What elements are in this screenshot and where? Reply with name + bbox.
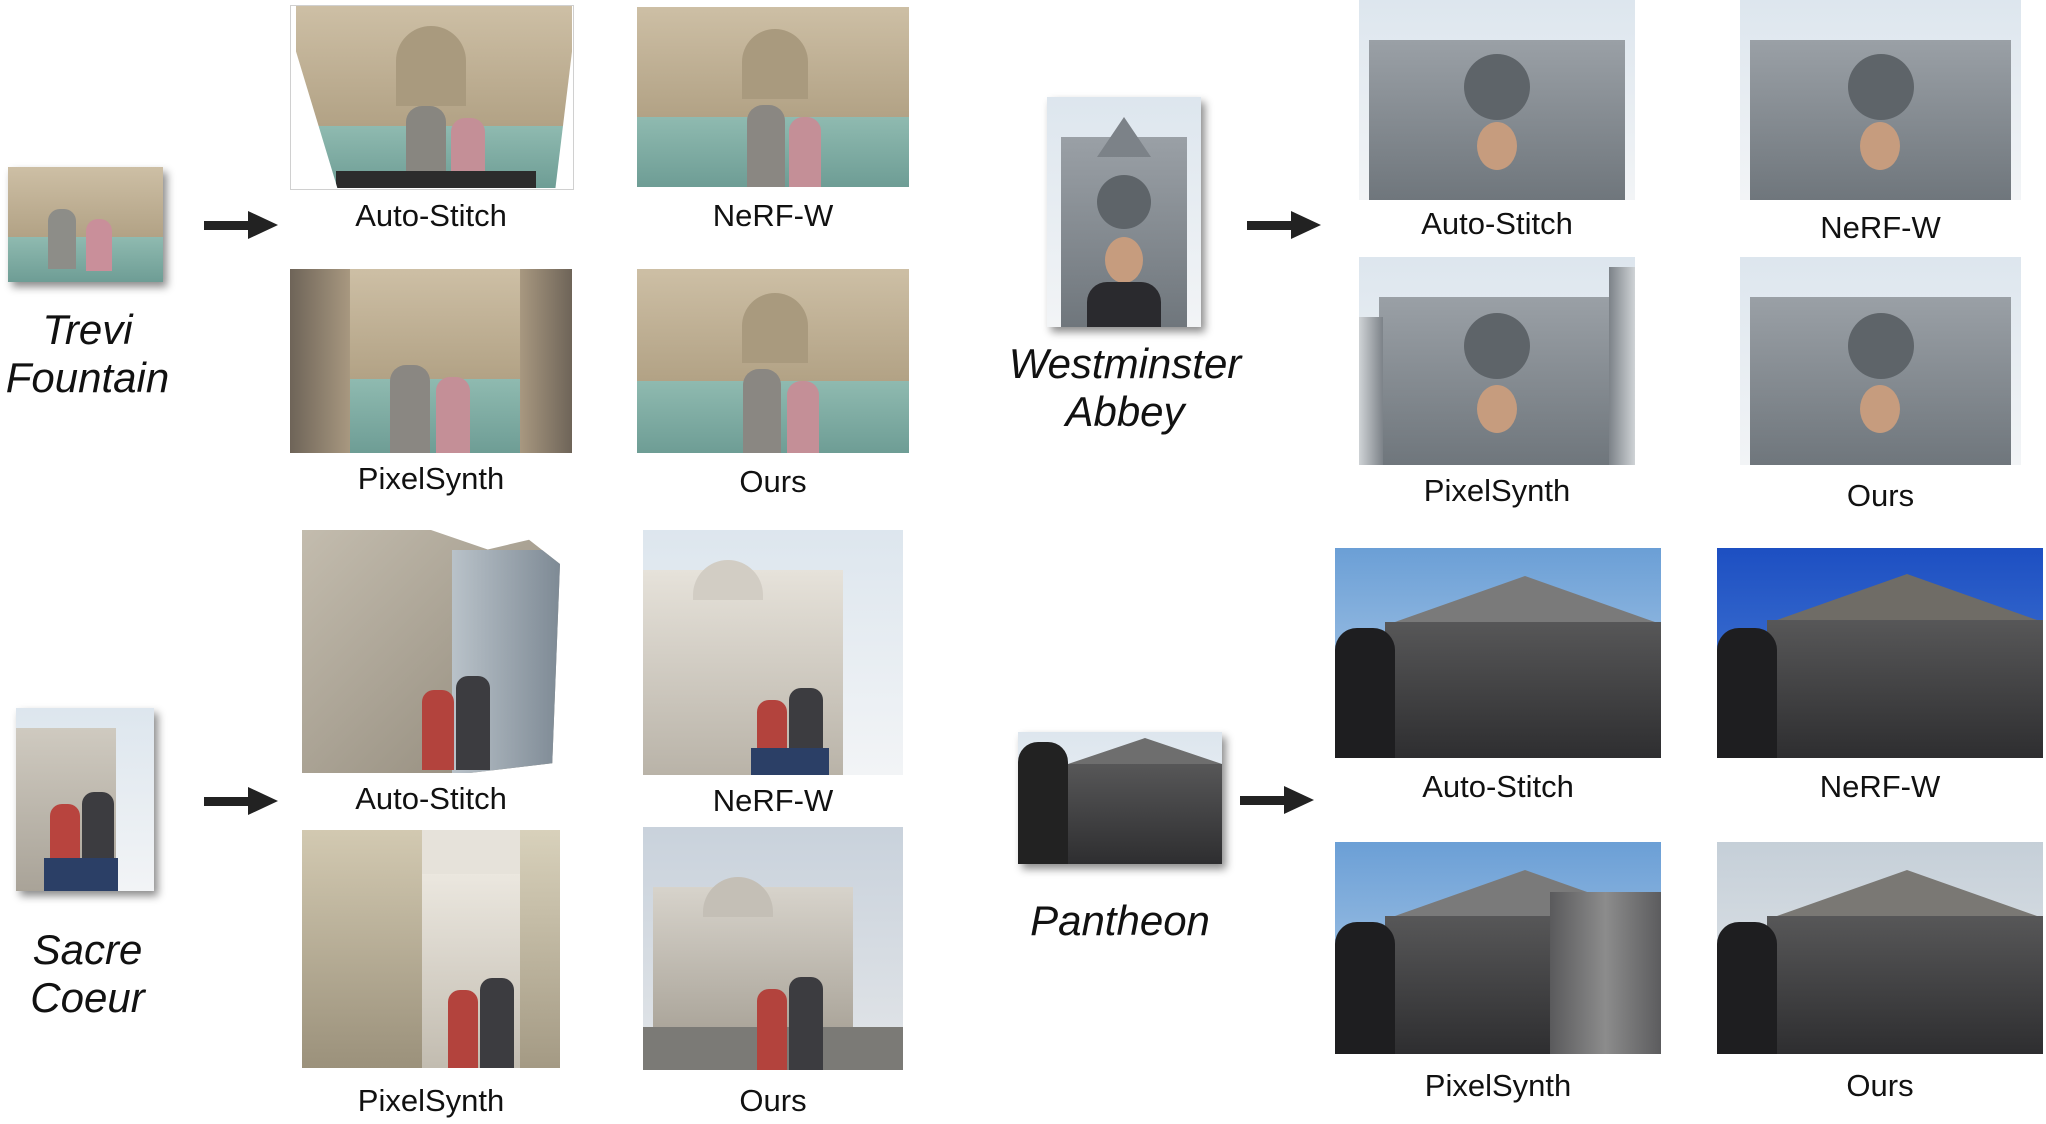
trevi-ours-caption: Ours xyxy=(739,464,807,499)
westminster-nerfw-caption: NeRF-W xyxy=(1820,210,1941,245)
westminster-name-line1: Westminster xyxy=(1008,340,1242,387)
sacre-nerfw-image xyxy=(643,530,903,775)
trevi-name-line2: Fountain xyxy=(5,354,170,401)
westminster-name-line2: Abbey xyxy=(1065,388,1185,435)
westminster-input-photo xyxy=(1047,97,1201,327)
pantheon-nerfw-caption: NeRF-W xyxy=(1819,769,1941,804)
westminster-autostitch-image xyxy=(1359,0,1635,200)
right-arrow-icon xyxy=(1247,211,1321,239)
trevi-scene-label: Trevi Fountain xyxy=(0,306,175,402)
trevi-pixelsynth-caption: PixelSynth xyxy=(357,461,505,496)
right-arrow-icon xyxy=(204,787,278,815)
right-arrow-icon xyxy=(204,211,278,239)
trevi-nerfw-caption: NeRF-W xyxy=(712,198,834,233)
sacre-ours-caption: Ours xyxy=(739,1083,807,1118)
pantheon-pixelsynth-image xyxy=(1335,842,1661,1054)
pantheon-autostitch-caption: Auto-Stitch xyxy=(1422,769,1574,804)
sacre-pixelsynth-image xyxy=(302,830,560,1068)
westminster-pixelsynth-image xyxy=(1359,257,1635,465)
westminster-pixelsynth-caption: PixelSynth xyxy=(1423,473,1571,508)
sacre-ours-image xyxy=(643,827,903,1070)
sacre-autostitch-caption: Auto-Stitch xyxy=(355,781,507,816)
trevi-input-photo xyxy=(8,167,163,282)
pantheon-input-photo xyxy=(1018,732,1222,864)
trevi-pixelsynth-image xyxy=(290,269,572,453)
sacre-nerfw-caption: NeRF-W xyxy=(712,783,834,818)
westminster-scene-label: Westminster Abbey xyxy=(1000,340,1250,436)
trevi-nerfw-image xyxy=(637,7,909,187)
westminster-ours-image xyxy=(1740,257,2021,465)
trevi-autostitch-image xyxy=(296,6,572,188)
trevi-ours-image xyxy=(637,269,909,453)
pantheon-ours-image xyxy=(1717,842,2043,1054)
westminster-autostitch-caption: Auto-Stitch xyxy=(1421,206,1573,241)
pantheon-autostitch-image xyxy=(1335,548,1661,758)
westminster-nerfw-image xyxy=(1740,0,2021,200)
pantheon-name-line1: Pantheon xyxy=(1030,897,1210,944)
trevi-autostitch-caption: Auto-Stitch xyxy=(355,198,507,233)
sacre-scene-label: Sacre Coeur xyxy=(0,926,175,1022)
sacre-autostitch-image xyxy=(302,530,560,773)
westminster-ours-caption: Ours xyxy=(1846,478,1915,513)
sacre-name-line1: Sacre xyxy=(32,926,143,973)
pantheon-nerfw-image xyxy=(1717,548,2043,758)
pantheon-ours-caption: Ours xyxy=(1846,1068,1914,1103)
trevi-name-line1: Trevi xyxy=(42,306,133,353)
sacre-pixelsynth-caption: PixelSynth xyxy=(357,1083,505,1118)
pantheon-pixelsynth-caption: PixelSynth xyxy=(1424,1068,1572,1103)
sacre-name-line2: Coeur xyxy=(30,974,145,1021)
right-arrow-icon xyxy=(1240,786,1314,814)
pantheon-scene-label: Pantheon xyxy=(995,897,1245,945)
sacre-input-photo xyxy=(16,708,154,891)
